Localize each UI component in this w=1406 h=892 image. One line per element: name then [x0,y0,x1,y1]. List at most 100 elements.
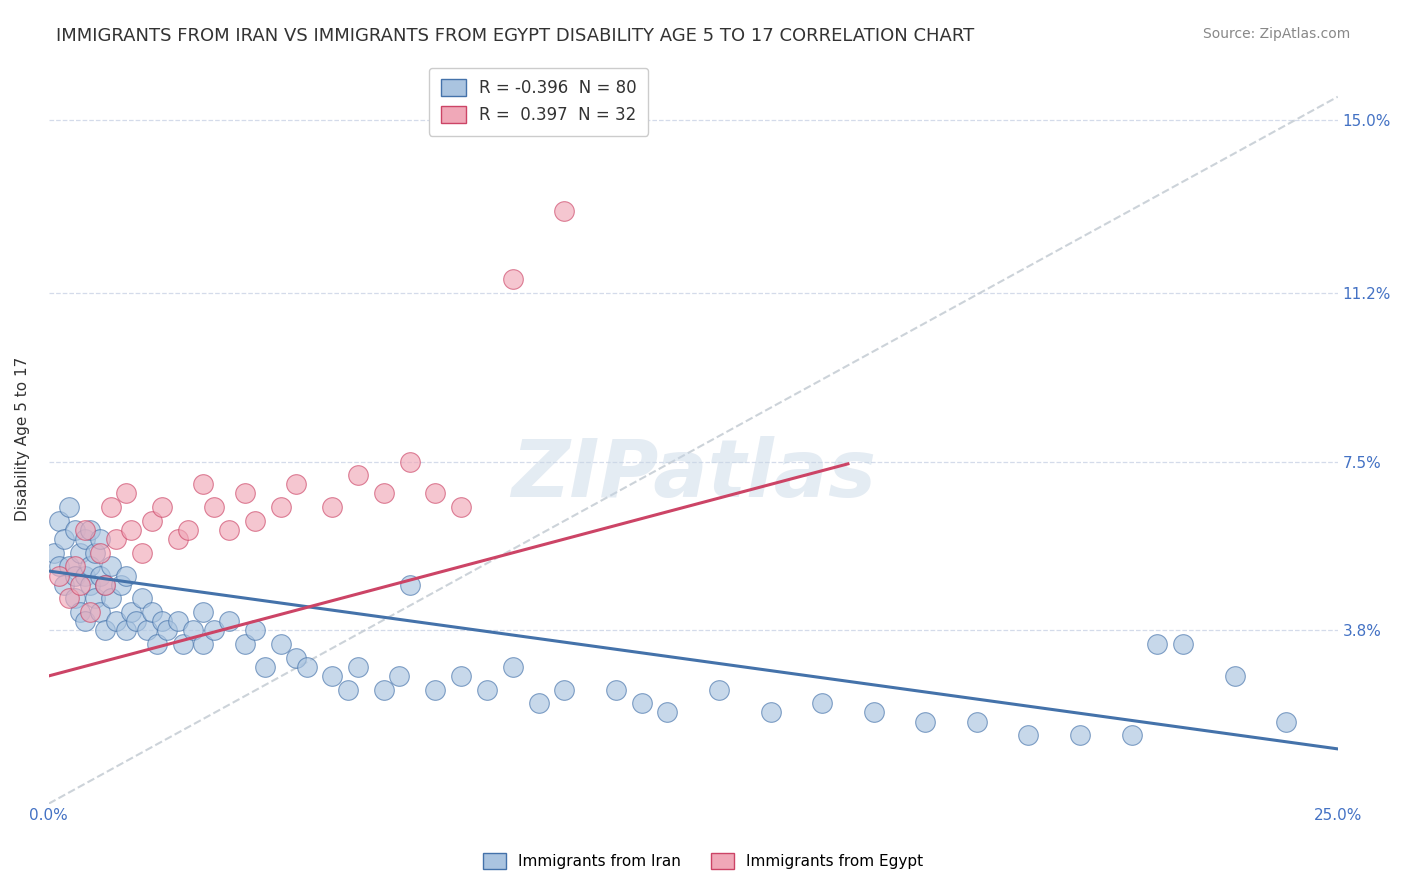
Point [141,514,163,528]
Point [398,454,420,468]
Point [862,706,884,720]
Y-axis label: Disability Age 5 to 17: Disability Age 5 to 17 [15,357,30,521]
Point [373,682,395,697]
Point [110,578,132,592]
Point [295,660,318,674]
Point [270,500,292,515]
Point [94,578,117,592]
Point [79,605,101,619]
Point [707,682,730,697]
Point [193,637,215,651]
Point [73,568,96,582]
Point [657,706,679,720]
Point [233,486,256,500]
Point [115,624,138,638]
Point [48,514,70,528]
Point [1171,637,1194,651]
Point [115,486,138,500]
Point [69,546,91,560]
Point [94,578,117,592]
Point [79,559,101,574]
Point [104,614,127,628]
Point [450,500,472,515]
Point [218,614,240,628]
Legend: R = -0.396  N = 80, R =  0.397  N = 32: R = -0.396 N = 80, R = 0.397 N = 32 [429,68,648,136]
Point [120,523,142,537]
Point [759,706,782,720]
Point [285,650,308,665]
Point [48,568,70,582]
Point [53,578,76,592]
Point [135,624,157,638]
Point [146,637,169,651]
Point [243,514,266,528]
Point [63,568,86,582]
Point [150,500,173,515]
Point [347,468,370,483]
Point [150,614,173,628]
Point [373,486,395,500]
Point [1069,728,1091,742]
Point [73,523,96,537]
Point [321,500,343,515]
Point [193,605,215,619]
Point [89,568,111,582]
Point [131,546,153,560]
Point [73,614,96,628]
Point [53,532,76,546]
Point [166,532,188,546]
Point [177,523,200,537]
Point [1146,637,1168,651]
Point [69,605,91,619]
Point [193,477,215,491]
Point [131,591,153,606]
Point [553,203,575,218]
Point [425,682,447,697]
Text: Source: ZipAtlas.com: Source: ZipAtlas.com [1202,27,1350,41]
Point [605,682,627,697]
Point [243,624,266,638]
Text: IMMIGRANTS FROM IRAN VS IMMIGRANTS FROM EGYPT DISABILITY AGE 5 TO 17 CORRELATION: IMMIGRANTS FROM IRAN VS IMMIGRANTS FROM … [56,27,974,45]
Point [202,624,225,638]
Point [285,477,308,491]
Point [63,591,86,606]
Point [425,486,447,500]
Point [233,637,256,651]
Point [100,591,122,606]
Point [181,624,204,638]
Point [1121,728,1143,742]
Point [270,637,292,651]
Point [630,696,652,710]
Point [502,272,524,286]
Point [125,614,148,628]
Point [58,500,80,515]
Point [69,578,91,592]
Point [42,546,65,560]
Point [218,523,240,537]
Point [475,682,498,697]
Point [79,523,101,537]
Point [73,532,96,546]
Point [141,605,163,619]
Point [553,682,575,697]
Point [347,660,370,674]
Point [336,682,359,697]
Point [811,696,834,710]
Point [1017,728,1039,742]
Point [94,624,117,638]
Point [388,669,411,683]
Point [202,500,225,515]
Point [100,500,122,515]
Text: ZIPatlas: ZIPatlas [510,436,876,515]
Point [502,660,524,674]
Point [172,637,194,651]
Point [48,559,70,574]
Point [100,559,122,574]
Point [63,559,86,574]
Point [254,660,277,674]
Point [966,714,988,729]
Point [398,578,420,592]
Point [914,714,936,729]
Point [104,532,127,546]
Point [1223,669,1246,683]
